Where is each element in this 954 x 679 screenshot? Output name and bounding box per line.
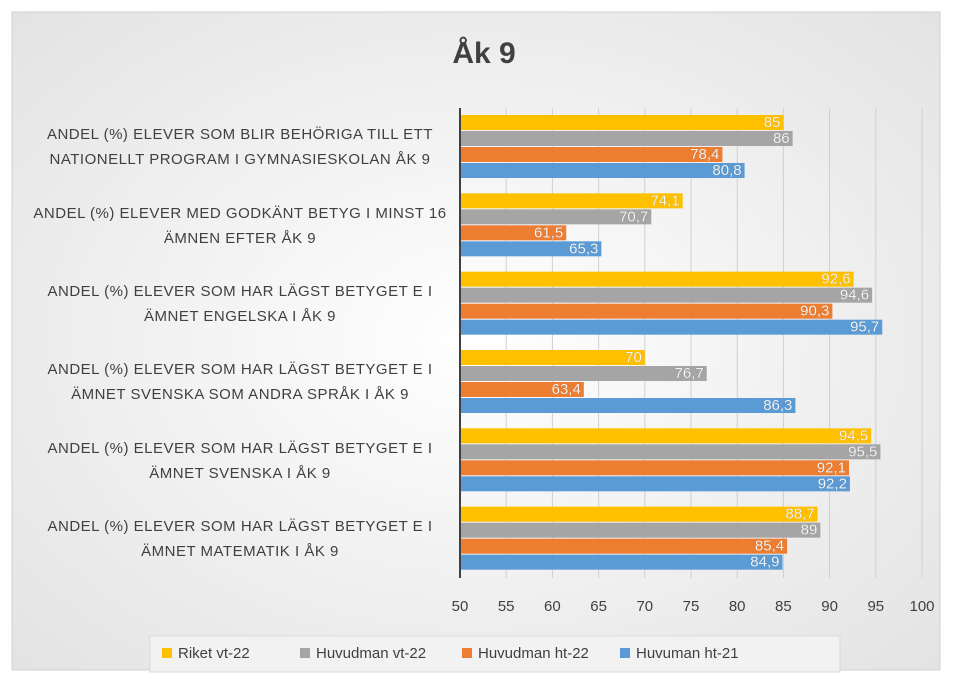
bar	[460, 554, 783, 570]
y-tick-label: ANDEL (%) ELEVER MED GODKÄNT BETYG I MIN…	[33, 204, 447, 247]
data-label: 84,9	[750, 554, 779, 571]
data-label: 78,4	[690, 146, 719, 163]
bar	[460, 350, 645, 365]
chart-area	[11, 11, 941, 671]
legend-label: Huvudman ht-22	[478, 645, 589, 662]
bar	[460, 241, 602, 257]
x-tick-label: 70	[636, 598, 653, 615]
bar	[460, 382, 584, 397]
x-tick-label: 50	[452, 598, 469, 615]
x-tick-label: 60	[544, 598, 561, 615]
x-tick-label: 55	[498, 598, 515, 615]
data-label: 80,8	[712, 162, 741, 179]
data-label: 90,3	[800, 303, 829, 320]
x-tick-label: 85	[775, 598, 792, 615]
data-label: 74,1	[650, 192, 679, 209]
bar	[460, 147, 723, 162]
x-tick-label: 80	[729, 598, 746, 615]
data-label: 76,7	[675, 365, 704, 382]
bar	[460, 163, 745, 178]
bar	[460, 428, 872, 444]
data-label: 95,5	[848, 443, 877, 460]
chart-title: Åk 9	[452, 37, 515, 70]
data-label: 85	[764, 114, 781, 131]
x-tick-label: 90	[821, 598, 838, 615]
legend-label: Huvudman vt-22	[316, 645, 426, 662]
data-label: 61,5	[534, 224, 563, 241]
legend-marker	[162, 648, 172, 658]
data-label: 70,7	[619, 208, 648, 225]
y-tick-label: ANDEL (%) ELEVER SOM BLIR BEHÖRIGA TILL …	[46, 126, 434, 169]
data-label: 92,2	[818, 475, 847, 492]
data-label: 92,6	[821, 271, 850, 288]
data-label: 88,7	[785, 506, 814, 523]
legend-box	[149, 635, 841, 673]
legend-label: Huvuman ht-21	[636, 645, 739, 662]
bar	[460, 319, 883, 335]
data-label: 70	[625, 349, 642, 366]
data-label: 94,5	[839, 427, 868, 444]
legend-label: Riket vt-22	[178, 645, 250, 662]
bar	[460, 131, 793, 146]
bar	[460, 193, 683, 209]
data-label: 86	[773, 130, 790, 147]
bar	[460, 522, 821, 538]
data-label: 95,7	[850, 319, 879, 336]
data-label: 63,4	[552, 381, 581, 398]
x-tick-label: 100	[909, 598, 934, 615]
y-tick-label: ANDEL (%) ELEVER SOM HAR LÄGST BETYGET E…	[47, 282, 433, 325]
legend-marker	[620, 648, 630, 658]
bar	[460, 476, 850, 492]
data-label: 94,6	[840, 287, 869, 304]
bar	[460, 287, 873, 303]
bar	[460, 444, 881, 460]
x-tick-label: 75	[683, 598, 700, 615]
legend-marker	[462, 648, 472, 658]
data-label: 92,1	[817, 459, 846, 476]
legend-marker	[300, 648, 310, 658]
data-label: 85,4	[755, 538, 784, 555]
y-tick-label: ANDEL (%) ELEVER SOM HAR LÄGST BETYGET E…	[47, 361, 433, 404]
x-tick-label: 65	[590, 598, 607, 615]
bar	[460, 225, 567, 241]
bar	[460, 506, 818, 522]
bar	[460, 115, 784, 130]
x-tick-label: 95	[867, 598, 884, 615]
bar	[460, 398, 796, 413]
y-tick-label: ANDEL (%) ELEVER SOM HAR LÄGST BETYGET E…	[47, 439, 433, 482]
data-label: 65,3	[569, 240, 598, 257]
bar	[460, 209, 652, 225]
data-label: 86,3	[763, 397, 792, 414]
bar	[460, 366, 707, 381]
bar	[460, 460, 850, 476]
data-label: 89	[801, 522, 818, 539]
bar	[460, 271, 854, 287]
bar	[460, 303, 833, 319]
y-tick-label: ANDEL (%) ELEVER SOM HAR LÄGST BETYGET E…	[47, 517, 433, 560]
bar	[460, 538, 788, 554]
